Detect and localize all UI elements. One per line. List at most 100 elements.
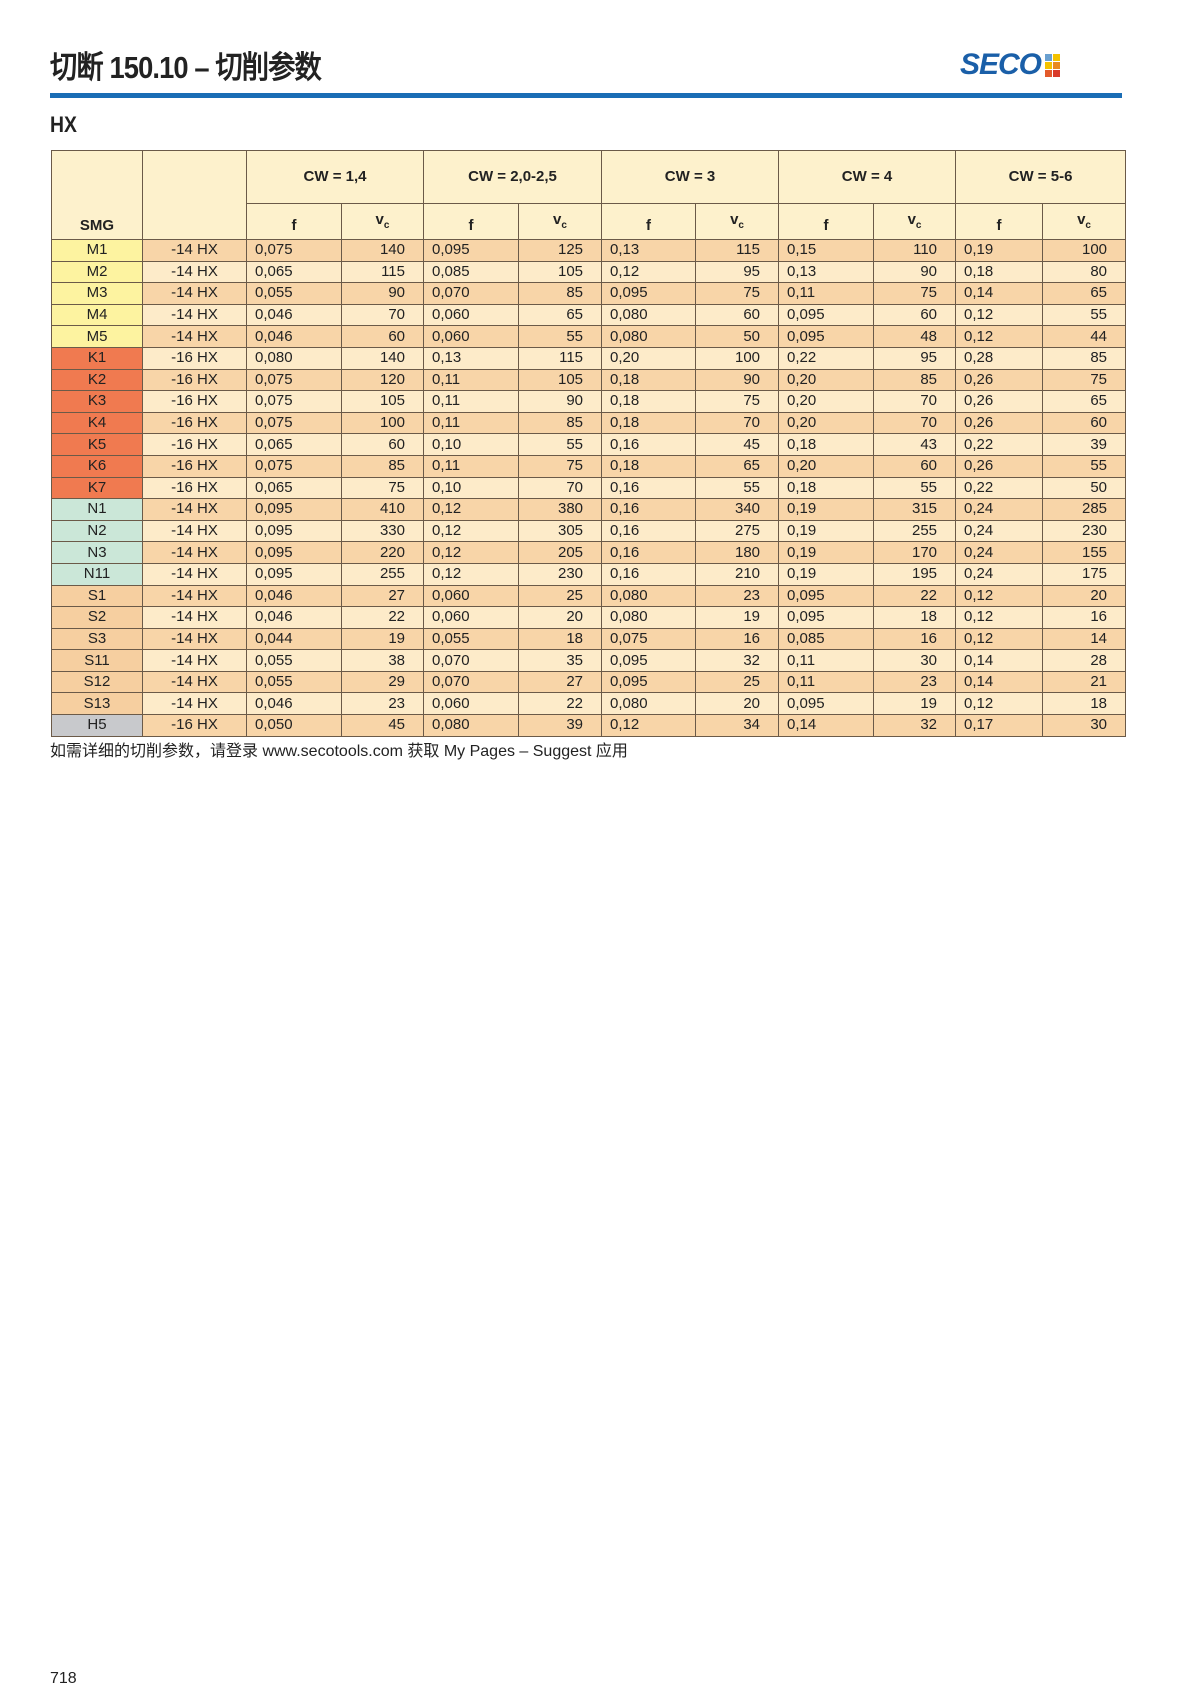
feed-cell: 0,060 xyxy=(423,325,519,348)
speed-cell: 45 xyxy=(695,433,780,456)
cw-group-header: CW = 1,4 xyxy=(246,150,424,204)
speed-cell: 19 xyxy=(873,692,957,716)
table-row: M5 -14 HX 0,046 60 0,060 55 0,080 50 0,095 48 0,12… xyxy=(51,325,1127,348)
speed-cell: 70 xyxy=(341,303,424,327)
feed-cell: 0,10 xyxy=(423,476,519,500)
insert-code-cell: -14 HX xyxy=(142,519,247,543)
speed-cell: 55 xyxy=(873,476,957,500)
table-row: N11 -14 HX 0,095 255 0,12 230 0,16 210 0,19 195 0,… xyxy=(51,562,1127,586)
speed-cell: 18 xyxy=(517,627,603,651)
feed-cell: 0,095 xyxy=(246,519,342,543)
speed-cell: 115 xyxy=(517,346,603,370)
feed-cell: 0,19 xyxy=(778,562,875,586)
speed-cell: 95 xyxy=(695,260,780,284)
feed-cell: 0,22 xyxy=(955,476,1044,500)
speed-cell: 55 xyxy=(1042,303,1127,327)
insert-code-cell: -16 HX xyxy=(142,346,247,370)
insert-code-cell: -16 HX xyxy=(142,454,247,478)
speed-cell: 60 xyxy=(695,303,780,327)
speed-cell: 23 xyxy=(341,692,424,716)
smg-cell: M1 xyxy=(51,239,143,262)
speed-cell: 410 xyxy=(341,498,424,521)
feed-cell: 0,18 xyxy=(601,411,697,435)
speed-cell: 305 xyxy=(517,519,603,543)
table-row: N3 -14 HX 0,095 220 0,12 205 0,16 180 0,19 170 0,2… xyxy=(51,541,1127,564)
header-rule xyxy=(50,93,1122,98)
speed-cell: 21 xyxy=(1042,670,1127,694)
feed-cell: 0,18 xyxy=(601,390,697,413)
vc-label: v xyxy=(553,211,562,228)
smg-cell: M2 xyxy=(51,260,143,284)
speed-cell: 39 xyxy=(1042,433,1127,456)
feed-cell: 0,095 xyxy=(246,541,342,564)
speed-cell: 230 xyxy=(517,562,603,586)
speed-cell: 115 xyxy=(341,260,424,284)
vc-header: vc xyxy=(517,203,603,240)
feed-cell: 0,046 xyxy=(246,325,342,348)
feed-cell: 0,19 xyxy=(778,498,875,521)
feed-cell: 0,11 xyxy=(778,649,875,672)
header-row-groups: SMG CW = 1,4 CW = 2,0-2,5 CW = 3 CW = 4 … xyxy=(51,150,1127,240)
speed-cell: 85 xyxy=(1042,346,1127,370)
speed-cell: 65 xyxy=(695,454,780,478)
speed-cell: 195 xyxy=(873,562,957,586)
logo-text: SECO xyxy=(960,48,1042,81)
speed-cell: 170 xyxy=(873,541,957,564)
table-row: S3 -14 HX 0,044 19 0,055 18 0,075 16 0,085 16 0,12… xyxy=(51,627,1127,651)
insert-code-cell: -14 HX xyxy=(142,692,247,716)
feed-cell: 0,11 xyxy=(423,390,519,413)
feed-cell: 0,095 xyxy=(778,303,875,327)
speed-cell: 100 xyxy=(1042,239,1127,262)
feed-cell: 0,046 xyxy=(246,584,342,608)
insert-code-cell: -16 HX xyxy=(142,368,247,392)
feed-cell: 0,16 xyxy=(601,541,697,564)
feed-cell: 0,070 xyxy=(423,649,519,672)
speed-cell: 70 xyxy=(873,390,957,413)
feed-cell: 0,19 xyxy=(955,239,1044,262)
feed-cell: 0,16 xyxy=(601,433,697,456)
feed-cell: 0,095 xyxy=(778,325,875,348)
speed-cell: 315 xyxy=(873,498,957,521)
feed-cell: 0,12 xyxy=(601,260,697,284)
smg-cell: K5 xyxy=(51,433,143,456)
feed-cell: 0,055 xyxy=(246,649,342,672)
speed-cell: 100 xyxy=(695,346,780,370)
f-header: f xyxy=(955,203,1044,240)
feed-cell: 0,11 xyxy=(778,670,875,694)
insert-code-cell: -14 HX xyxy=(142,627,247,651)
insert-code-cell: -16 HX xyxy=(142,476,247,500)
table-row: K2 -16 HX 0,075 120 0,11 105 0,18 90 0,20 85 0,26 7… xyxy=(51,368,1127,392)
table-row: S13 -14 HX 0,046 23 0,060 22 0,080 20 0,095 19 0,1… xyxy=(51,692,1127,716)
code-header xyxy=(142,150,247,240)
speed-cell: 285 xyxy=(1042,498,1127,521)
feed-cell: 0,095 xyxy=(423,239,519,262)
speed-cell: 90 xyxy=(517,390,603,413)
feed-cell: 0,095 xyxy=(601,670,697,694)
feed-cell: 0,16 xyxy=(601,498,697,521)
feed-cell: 0,20 xyxy=(778,411,875,435)
speed-cell: 85 xyxy=(517,411,603,435)
smg-cell: N2 xyxy=(51,519,143,543)
speed-cell: 70 xyxy=(873,411,957,435)
speed-cell: 18 xyxy=(1042,692,1127,716)
feed-cell: 0,24 xyxy=(955,541,1044,564)
speed-cell: 32 xyxy=(695,649,780,672)
speed-cell: 27 xyxy=(341,584,424,608)
f-header: f xyxy=(423,203,519,240)
feed-cell: 0,075 xyxy=(601,627,697,651)
speed-cell: 90 xyxy=(873,260,957,284)
section-title: HX xyxy=(50,112,77,137)
speed-cell: 340 xyxy=(695,498,780,521)
vc-subscript: c xyxy=(915,220,922,231)
smg-cell: K3 xyxy=(51,390,143,413)
feed-cell: 0,12 xyxy=(955,606,1044,629)
feed-cell: 0,095 xyxy=(778,606,875,629)
feed-cell: 0,095 xyxy=(246,562,342,586)
feed-cell: 0,080 xyxy=(601,692,697,716)
feed-cell: 0,12 xyxy=(955,692,1044,716)
insert-code-cell: -14 HX xyxy=(142,260,247,284)
smg-cell: N11 xyxy=(51,562,143,586)
table-row: S1 -14 HX 0,046 27 0,060 25 0,080 23 0,095 22 0,12… xyxy=(51,584,1127,608)
speed-cell: 55 xyxy=(695,476,780,500)
feed-cell: 0,20 xyxy=(778,368,875,392)
